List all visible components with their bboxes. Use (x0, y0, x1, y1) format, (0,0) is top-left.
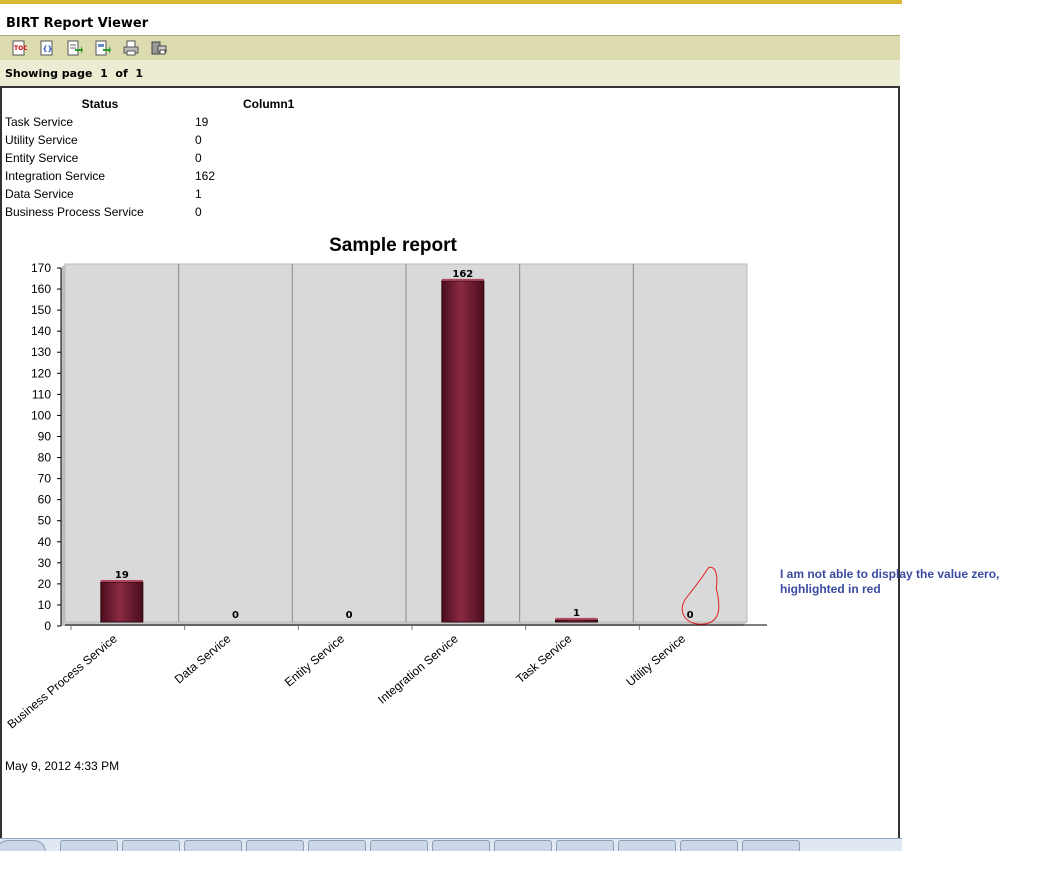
export-report-icon[interactable] (95, 40, 111, 56)
table-row: Business Process Service 0 (5, 203, 294, 221)
y-tick-label: 30 (38, 556, 52, 570)
taskbar-button[interactable] (184, 840, 242, 851)
svg-text:{}: {} (43, 45, 53, 53)
taskbar-button[interactable] (680, 840, 738, 851)
report-content-frame (0, 88, 900, 838)
y-tick-label: 140 (31, 324, 51, 338)
x-category-label: Task Service (513, 631, 574, 686)
data-label: 162 (452, 269, 473, 280)
os-taskbar (0, 838, 902, 851)
value-cell: 0 (195, 205, 202, 219)
export-data-icon[interactable] (67, 40, 83, 56)
status-cell: Task Service (5, 115, 74, 129)
bar-top (441, 278, 484, 281)
taskbar-button[interactable] (494, 840, 552, 851)
y-tick-label: 110 (32, 387, 51, 401)
taskbar-button[interactable] (618, 840, 676, 851)
value-cell: 0 (195, 133, 202, 147)
data-label: 1 (573, 608, 580, 619)
value-cell: 19 (195, 115, 209, 129)
y-tick-label: 170 (31, 261, 51, 275)
y-tick-label: 100 (31, 408, 51, 422)
bar-top (555, 617, 598, 620)
y-tick-label: 160 (31, 282, 51, 296)
y-tick-label: 120 (31, 366, 51, 380)
status-cell: Utility Service (5, 133, 78, 147)
bar (100, 581, 144, 623)
status-cell: Entity Service (5, 151, 79, 165)
toolbar: TOC {} (0, 35, 900, 61)
highlight-circle (681, 566, 720, 625)
start-button[interactable] (0, 840, 46, 851)
status-cell: Data Service (5, 187, 74, 201)
x-category-label: Utility Service (623, 631, 688, 689)
toc-icon[interactable]: TOC (11, 40, 28, 56)
table-row: Data Service 1 (5, 185, 294, 203)
chart-title: Sample report (329, 235, 457, 256)
column-header-column1: Column1 (243, 97, 295, 111)
status-table: Status Column1 Task Service 19 Utility Se… (5, 95, 294, 221)
column-header-status: Status (81, 97, 119, 111)
table-row: Utility Service 0 (5, 131, 294, 149)
bar (441, 280, 485, 623)
bar (555, 619, 598, 623)
x-category-label: Entity Service (282, 631, 347, 689)
top-accent-bar (0, 0, 902, 4)
report-timestamp: May 9, 2012 4:33 PM (5, 759, 120, 773)
svg-text:TOC: TOC (14, 45, 27, 52)
y-tick-label: 0 (44, 619, 51, 633)
table-header-row: Status Column1 (5, 95, 295, 113)
y-tick-label: 20 (38, 577, 52, 591)
y-tick-label: 150 (31, 303, 51, 317)
parameters-icon[interactable]: {} (39, 40, 55, 56)
status-cell: Business Process Service (5, 205, 144, 219)
table-row: Entity Service 0 (5, 149, 294, 167)
value-cell: 1 (195, 187, 202, 201)
status-cell: Integration Service (5, 169, 106, 183)
x-category-label: Integration Service (375, 631, 461, 706)
taskbar-button[interactable] (556, 840, 614, 851)
table-row: Integration Service 162 (5, 167, 294, 185)
x-category-label: Business Process Service (4, 631, 120, 731)
app-title: BIRT Report Viewer (6, 16, 149, 31)
data-label: 19 (115, 570, 129, 581)
data-label: 0 (346, 610, 353, 621)
taskbar-button[interactable] (370, 840, 428, 851)
taskbar-button[interactable] (246, 840, 304, 851)
taskbar-button[interactable] (122, 840, 180, 851)
data-label: 0 (687, 610, 694, 621)
taskbar-button[interactable] (60, 840, 118, 851)
value-cell: 162 (195, 169, 216, 183)
table-row: Task Service 19 (5, 113, 294, 131)
y-tick-label: 70 (38, 472, 52, 486)
taskbar-button[interactable] (308, 840, 366, 851)
x-category-label: Data Service (172, 631, 234, 686)
y-tick-label: 50 (38, 514, 52, 528)
y-tick-label: 40 (38, 535, 52, 549)
y-tick-label: 10 (38, 598, 52, 612)
y-tick-label: 60 (38, 493, 52, 507)
y-tick-label: 130 (31, 345, 51, 359)
y-tick-label: 80 (38, 451, 52, 465)
plot-left-wall (61, 264, 65, 626)
annotation-note: I am not able to display the value zero,… (780, 567, 1000, 596)
print-icon[interactable] (123, 40, 139, 56)
taskbar-button[interactable] (432, 840, 490, 851)
taskbar-button[interactable] (742, 840, 800, 851)
bar-chart: Sample report 01020304050607080901001101… (4, 235, 767, 731)
page-navigation-bar: Showing page 1 of 1 (0, 60, 900, 88)
print-server-icon[interactable] (151, 40, 167, 56)
bar-top (100, 579, 143, 582)
value-cell: 0 (195, 151, 202, 165)
page-indicator: Showing page 1 of 1 (5, 67, 144, 80)
y-tick-label: 90 (38, 429, 52, 443)
data-label: 0 (232, 610, 239, 621)
